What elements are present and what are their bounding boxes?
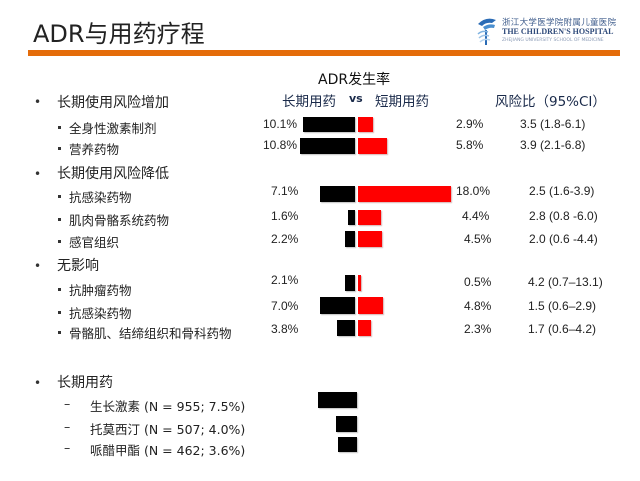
short-term-bar xyxy=(358,320,371,336)
drug-item-atomoxetine: 托莫西汀 (N = 507; 4.0%) xyxy=(90,422,246,437)
risk-ratio: 3.9 (2.1-6.8) xyxy=(520,138,586,152)
list-item: 骨骼肌、结缔组织和骨科药物 xyxy=(58,323,232,342)
bullet-icon: • xyxy=(34,167,42,181)
short-term-bar xyxy=(358,210,381,225)
long-term-bar xyxy=(303,117,355,132)
list-item: 抗感染药物 xyxy=(58,187,132,206)
hospital-logo: 浙江大学医学院附属儿童医院 THE CHILDREN'S HOSPITAL ZH… xyxy=(474,14,624,48)
hospital-name-cn: 浙江大学医学院附属儿童医院 xyxy=(502,18,617,28)
growth-hormone-bar xyxy=(318,392,357,408)
short-term-bar xyxy=(358,231,382,247)
short-term-rate: 2.9% xyxy=(456,117,484,131)
group-label-decreased-risk: 长期使用风险降低 xyxy=(57,166,169,182)
chart-title: ADR发生率 xyxy=(318,72,391,88)
square-bullet-icon xyxy=(58,331,61,334)
risk-ratio: 3.5 (1.8-6.1) xyxy=(520,117,586,131)
long-term-bar xyxy=(300,138,355,154)
risk-ratio-heading: 风险比（95%CI） xyxy=(495,94,606,110)
long-term-rate: 2.2% xyxy=(271,232,299,246)
long-term-bar xyxy=(345,231,355,247)
list-item: 感官组织 xyxy=(58,232,119,251)
vs-label: vs xyxy=(349,92,363,105)
risk-ratio: 1.5 (0.6–2.9) xyxy=(528,299,597,313)
list-item: 肌肉骨骼系统药物 xyxy=(58,210,169,229)
square-bullet-icon xyxy=(58,147,61,150)
long-term-rate: 1.6% xyxy=(271,209,299,223)
risk-ratio: 2.8 (0.8 -6.0) xyxy=(529,209,598,223)
short-term-rate: 4.8% xyxy=(464,299,492,313)
short-term-rate: 0.5% xyxy=(464,275,492,289)
methylphenidate-bar xyxy=(338,437,357,452)
slide-title: ADR与用药疗程 xyxy=(33,20,205,48)
square-bullet-icon xyxy=(58,218,61,221)
long-term-bar xyxy=(337,320,355,336)
short-term-rate: 4.4% xyxy=(462,209,490,223)
hospital-subtitle: ZHEJIANG UNIVERSITY SCHOOL OF MEDICINE xyxy=(502,38,604,43)
atomoxetine-bar xyxy=(336,416,357,432)
risk-ratio: 2.0 (0.6 -4.4) xyxy=(529,232,598,246)
long-term-rate: 2.1% xyxy=(271,273,299,287)
title-underline xyxy=(28,50,620,56)
list-item: 营养药物 xyxy=(58,139,119,158)
dash-bullet-icon: – xyxy=(64,419,71,434)
long-term-rate: 7.0% xyxy=(271,299,299,313)
hospital-name-en: THE CHILDREN'S HOSPITAL xyxy=(502,27,614,36)
risk-ratio: 1.7 (0.6–4.2) xyxy=(528,322,597,336)
long-term-bar xyxy=(320,297,355,314)
square-bullet-icon xyxy=(58,311,61,314)
list-item: 全身性激素制剂 xyxy=(58,118,157,137)
dash-bullet-icon: – xyxy=(64,396,71,411)
long-term-bar xyxy=(348,210,355,225)
short-term-rate: 18.0% xyxy=(456,184,491,198)
square-bullet-icon xyxy=(58,195,61,198)
short-term-bar xyxy=(358,117,373,132)
short-term-bar xyxy=(358,138,387,154)
hospital-emblem-icon xyxy=(477,18,496,45)
drug-item-methylphenidate: 哌醋甲酯 (N = 462; 3.6%) xyxy=(90,443,246,458)
long-term-bar xyxy=(320,186,355,202)
bullet-icon: • xyxy=(34,259,42,273)
long-term-bar xyxy=(345,275,355,291)
group-label-no-effect: 无影响 xyxy=(57,258,99,274)
long-term-rate: 10.8% xyxy=(263,138,298,152)
long-term-section-label: 长期用药 xyxy=(57,375,113,391)
long-term-rate: 7.1% xyxy=(271,184,299,198)
square-bullet-icon xyxy=(58,240,61,243)
short-term-rate: 4.5% xyxy=(464,232,492,246)
risk-ratio: 2.5 (1.6-3.9) xyxy=(529,184,595,198)
bullet-icon: • xyxy=(34,376,42,390)
short-term-heading: 短期用药 xyxy=(375,94,429,110)
square-bullet-icon xyxy=(58,126,61,129)
bullet-icon: • xyxy=(34,95,42,109)
drug-item-growth-hormone: 生长激素 (N = 955; 7.5%) xyxy=(90,399,246,414)
short-term-bar xyxy=(358,186,451,202)
list-item: 抗感染药物 xyxy=(58,303,132,322)
list-item: 抗肿瘤药物 xyxy=(58,280,132,299)
long-term-rate: 3.8% xyxy=(271,322,299,336)
long-term-heading: 长期用药 xyxy=(282,94,336,110)
short-term-bar xyxy=(358,275,361,291)
group-label-increased-risk: 长期使用风险增加 xyxy=(57,95,169,111)
short-term-rate: 2.3% xyxy=(464,322,492,336)
risk-ratio: 4.2 (0.7–13.1) xyxy=(528,275,603,289)
long-term-rate: 10.1% xyxy=(263,117,298,131)
dash-bullet-icon: – xyxy=(64,440,71,455)
short-term-rate: 5.8% xyxy=(456,138,484,152)
short-term-bar xyxy=(358,297,383,314)
square-bullet-icon xyxy=(58,288,61,291)
